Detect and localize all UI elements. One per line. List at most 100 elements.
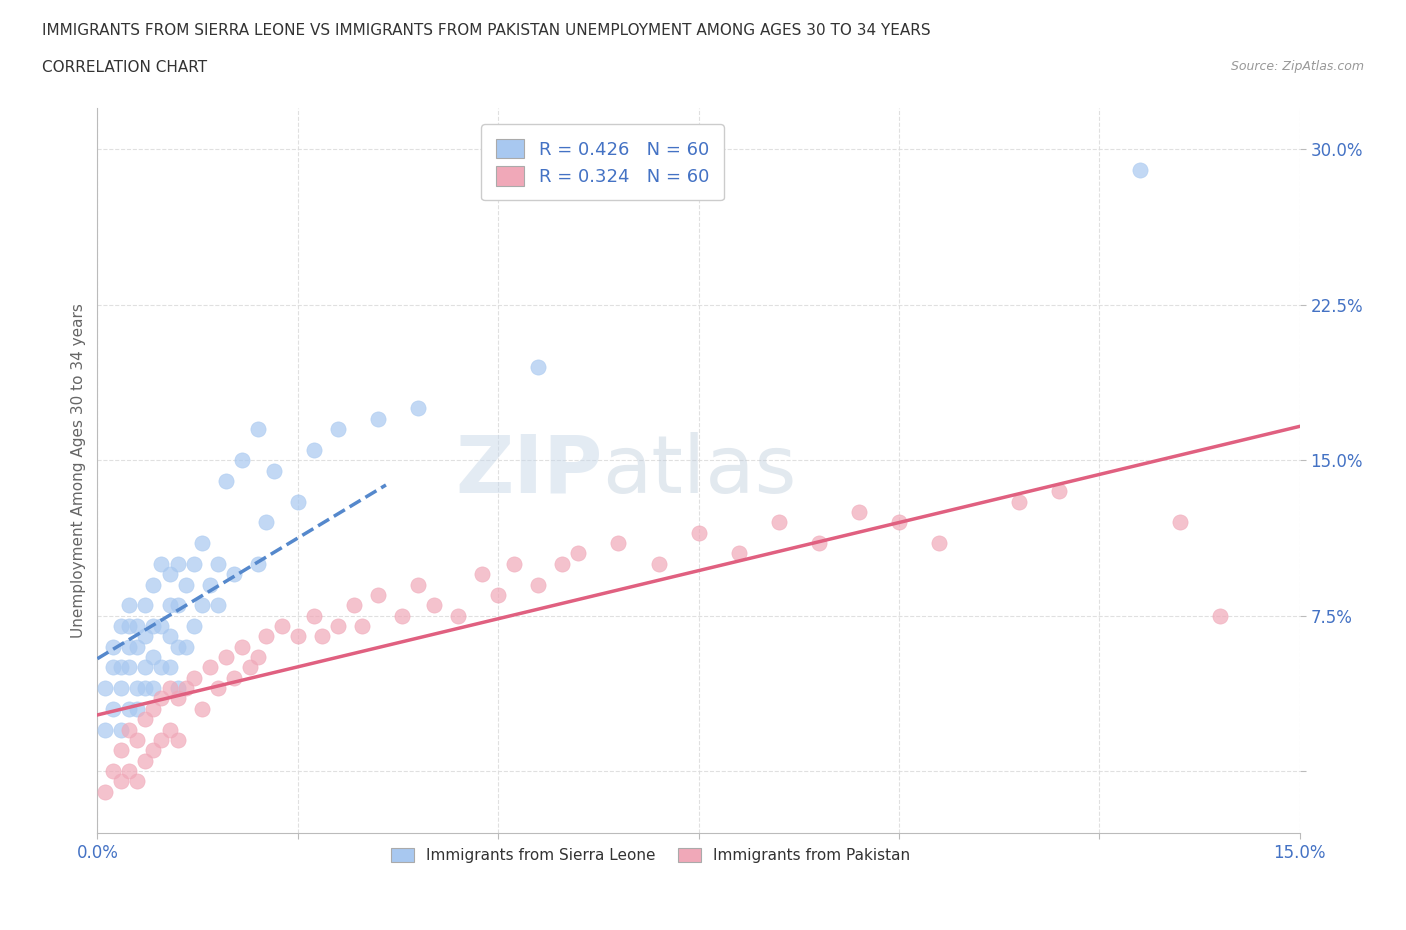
Point — [254, 515, 277, 530]
Point — [214, 650, 236, 665]
Point — [142, 681, 165, 696]
Point — [311, 629, 333, 644]
Point — [127, 681, 149, 696]
Point — [183, 618, 205, 633]
Point — [198, 660, 221, 675]
Point — [190, 536, 212, 551]
Point — [110, 722, 132, 737]
Point — [134, 629, 156, 644]
Point — [103, 660, 125, 675]
Point — [159, 660, 181, 675]
Point — [134, 598, 156, 613]
Point — [94, 681, 117, 696]
Point — [166, 556, 188, 571]
Point — [503, 556, 526, 571]
Point — [350, 618, 373, 633]
Point — [263, 463, 285, 478]
Point — [1047, 484, 1070, 498]
Point — [110, 660, 132, 675]
Point — [127, 774, 149, 789]
Point — [1168, 515, 1191, 530]
Point — [118, 618, 141, 633]
Point — [567, 546, 589, 561]
Text: atlas: atlas — [602, 432, 797, 510]
Point — [127, 639, 149, 654]
Point — [150, 733, 173, 748]
Point — [103, 701, 125, 716]
Point — [270, 618, 292, 633]
Point — [551, 556, 574, 571]
Point — [848, 505, 870, 520]
Y-axis label: Unemployment Among Ages 30 to 34 years: Unemployment Among Ages 30 to 34 years — [72, 303, 86, 638]
Point — [768, 515, 790, 530]
Point — [406, 578, 429, 592]
Point — [94, 722, 117, 737]
Point — [127, 733, 149, 748]
Point — [159, 722, 181, 737]
Point — [239, 660, 262, 675]
Point — [207, 681, 229, 696]
Point — [367, 411, 389, 426]
Point — [142, 743, 165, 758]
Point — [127, 618, 149, 633]
Point — [246, 556, 269, 571]
Point — [367, 588, 389, 603]
Point — [142, 578, 165, 592]
Point — [110, 681, 132, 696]
Point — [110, 618, 132, 633]
Point — [326, 421, 349, 436]
Text: CORRELATION CHART: CORRELATION CHART — [42, 60, 207, 75]
Point — [159, 566, 181, 581]
Point — [471, 566, 494, 581]
Point — [118, 764, 141, 778]
Point — [118, 639, 141, 654]
Point — [150, 618, 173, 633]
Legend: Immigrants from Sierra Leone, Immigrants from Pakistan: Immigrants from Sierra Leone, Immigrants… — [384, 842, 917, 869]
Text: IMMIGRANTS FROM SIERRA LEONE VS IMMIGRANTS FROM PAKISTAN UNEMPLOYMENT AMONG AGES: IMMIGRANTS FROM SIERRA LEONE VS IMMIGRAN… — [42, 23, 931, 38]
Text: Source: ZipAtlas.com: Source: ZipAtlas.com — [1230, 60, 1364, 73]
Point — [647, 556, 669, 571]
Point — [887, 515, 910, 530]
Point — [1208, 608, 1230, 623]
Point — [150, 691, 173, 706]
Point — [607, 536, 630, 551]
Point — [118, 701, 141, 716]
Point — [190, 701, 212, 716]
Point — [447, 608, 470, 623]
Point — [103, 639, 125, 654]
Point — [134, 660, 156, 675]
Point — [183, 671, 205, 685]
Point — [183, 556, 205, 571]
Point — [142, 618, 165, 633]
Point — [527, 578, 550, 592]
Point — [174, 639, 197, 654]
Point — [159, 598, 181, 613]
Point — [166, 639, 188, 654]
Point — [134, 711, 156, 726]
Point — [688, 525, 710, 540]
Point — [222, 671, 245, 685]
Point — [302, 443, 325, 458]
Point — [118, 598, 141, 613]
Point — [423, 598, 446, 613]
Point — [142, 701, 165, 716]
Point — [94, 784, 117, 799]
Point — [231, 453, 253, 468]
Point — [231, 639, 253, 654]
Point — [166, 691, 188, 706]
Point — [159, 681, 181, 696]
Point — [118, 722, 141, 737]
Point — [110, 743, 132, 758]
Point — [287, 494, 309, 509]
Point — [166, 598, 188, 613]
Point — [486, 588, 509, 603]
Point — [527, 360, 550, 375]
Point — [807, 536, 830, 551]
Point — [214, 473, 236, 488]
Point — [142, 650, 165, 665]
Point — [127, 701, 149, 716]
Point — [246, 650, 269, 665]
Point — [207, 556, 229, 571]
Point — [343, 598, 366, 613]
Point — [110, 774, 132, 789]
